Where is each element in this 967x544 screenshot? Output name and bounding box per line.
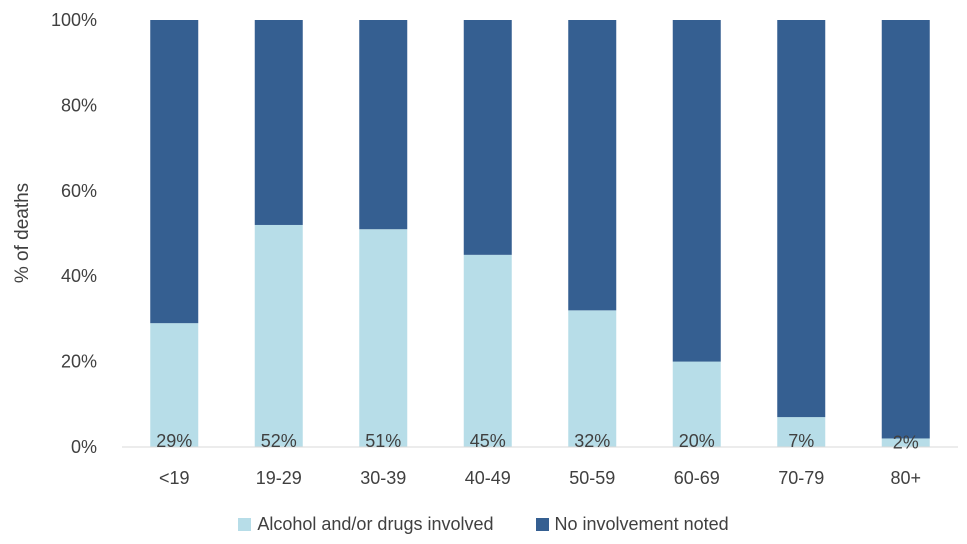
x-tick-label: 50-59: [569, 468, 615, 488]
bar-segment-alcohol: [881, 438, 930, 447]
bar-segment-alcohol: [150, 323, 199, 447]
data-label: 52%: [261, 431, 297, 451]
legend-swatch-alcohol: [238, 518, 252, 531]
legend-swatch-no-involvement: [535, 518, 549, 531]
legend: Alcohol and/or drugs involved No involve…: [0, 514, 967, 535]
legend-item-alcohol: Alcohol and/or drugs involved: [238, 514, 494, 535]
x-tick-label: 40-49: [465, 468, 511, 488]
bar-segment-alcohol: [568, 310, 617, 447]
y-axis-ticks: 0% 20% 40% 60% 80% 100%: [51, 10, 97, 457]
y-tick-label: 20%: [61, 352, 97, 372]
bar-segment-no-involvement: [150, 20, 199, 324]
x-tick-label: 19-29: [256, 468, 302, 488]
data-labels: 29% 52% 51% 45% 32% 20% 7% 2%: [156, 431, 919, 453]
bar-segment-no-involvement: [881, 20, 930, 439]
bar-segment-no-involvement: [463, 20, 512, 255]
bar-segment-no-involvement: [359, 20, 408, 230]
bar-segment-alcohol: [463, 254, 512, 447]
legend-label-alcohol: Alcohol and/or drugs involved: [257, 514, 494, 534]
bar-segment-alcohol: [672, 361, 721, 447]
y-tick-label: 40%: [61, 266, 97, 286]
bar-segment-alcohol: [359, 229, 408, 447]
data-label: 2%: [893, 433, 919, 453]
legend-item-no-involvement: No involvement noted: [535, 514, 729, 535]
bar-segment-alcohol: [777, 417, 826, 447]
data-label: 51%: [365, 431, 401, 451]
x-tick-label: 30-39: [360, 468, 406, 488]
x-tick-label: 70-79: [778, 468, 824, 488]
data-label: 32%: [574, 431, 610, 451]
x-axis-ticks: <19 19-29 30-39 40-49 50-59 60-69 70-79 80+: [159, 468, 921, 488]
data-label: 7%: [788, 431, 814, 451]
y-tick-label: 0%: [71, 437, 97, 457]
bars: [150, 20, 930, 447]
data-label: 45%: [470, 431, 506, 451]
bar-segment-no-involvement: [568, 20, 617, 311]
bar-segment-no-involvement: [777, 20, 826, 418]
bar-segment-no-involvement: [254, 20, 303, 225]
legend-label-no-involvement: No involvement noted: [554, 514, 729, 534]
data-label: 20%: [679, 431, 715, 451]
y-tick-label: 80%: [61, 95, 97, 115]
y-tick-label: 100%: [51, 10, 97, 30]
y-tick-label: 60%: [61, 181, 97, 201]
y-axis-title: % of deaths: [12, 183, 33, 283]
x-tick-label: <19: [159, 468, 190, 488]
data-label: 29%: [156, 431, 192, 451]
bar-segment-no-involvement: [672, 20, 721, 362]
x-tick-label: 80+: [890, 468, 921, 488]
bar-segment-alcohol: [254, 224, 303, 447]
x-tick-label: 60-69: [674, 468, 720, 488]
